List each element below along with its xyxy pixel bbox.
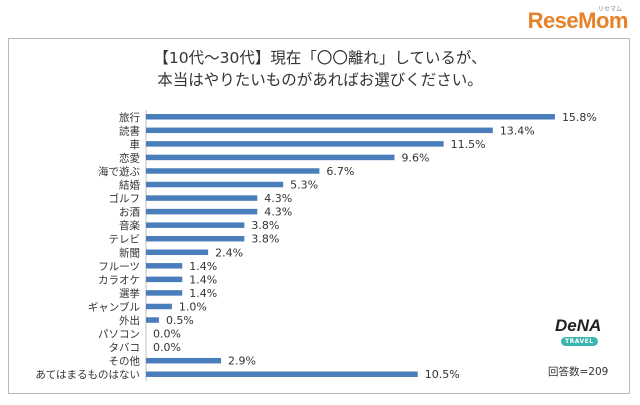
category-label: 選挙 — [119, 287, 140, 300]
bar — [146, 357, 222, 364]
category-label: ギャンブル — [88, 300, 140, 313]
category-label: 旅行 — [119, 111, 140, 124]
value-label: 2.4% — [215, 246, 243, 259]
bar — [146, 263, 183, 269]
category-label: 新聞 — [119, 246, 140, 259]
bar — [146, 141, 444, 147]
category-label: カラオケ — [98, 274, 140, 286]
bar — [146, 290, 183, 296]
category-label: パソコン — [98, 329, 140, 341]
value-label: 1.4% — [189, 273, 217, 286]
bar — [146, 114, 555, 120]
category-label: 音楽 — [119, 219, 140, 232]
value-label: 0.0% — [153, 341, 181, 354]
bar — [146, 127, 493, 134]
value-label: 6.7% — [326, 165, 354, 178]
dena-logo: DeNA — [555, 316, 602, 335]
value-label: 9.6% — [401, 151, 429, 164]
value-label: 3.8% — [251, 219, 279, 232]
category-label: その他 — [109, 355, 141, 368]
bar — [146, 168, 320, 174]
value-label: 13.4% — [500, 124, 535, 137]
site-logo: ReseMom — [527, 8, 629, 33]
chart-title: 【10代～30代】現在「〇〇離れ」しているが、 — [153, 49, 487, 67]
value-label: 1.4% — [189, 260, 217, 273]
value-label: 5.3% — [290, 179, 318, 192]
bar — [146, 235, 245, 242]
value-label: 10.5% — [425, 368, 460, 381]
category-label: お酒 — [119, 206, 140, 219]
dena-travel-badge: TRAVEL — [561, 337, 598, 346]
bar — [146, 276, 183, 283]
category-label: 読書 — [119, 124, 140, 137]
bar — [146, 303, 172, 310]
category-label: 海で遊ぶ — [98, 165, 140, 178]
category-label: ゴルフ — [109, 192, 141, 205]
value-label: 2.9% — [228, 355, 256, 368]
bar — [146, 371, 418, 377]
bar — [146, 249, 209, 256]
value-label: 0.5% — [166, 314, 194, 327]
bar — [146, 195, 258, 201]
value-label: 1.4% — [189, 287, 217, 300]
category-label: 外出 — [119, 314, 140, 327]
chart-subtitle: 本当はやりたいものがあればお選びください。 — [157, 71, 483, 89]
category-label: あてはまるものはない — [35, 369, 140, 381]
bar — [146, 181, 284, 188]
sample-size-note: 回答数=209 — [548, 366, 609, 378]
value-label: 1.0% — [179, 300, 207, 313]
category-label: フルーツ — [98, 261, 140, 273]
category-label: テレビ — [109, 234, 141, 246]
category-label: 恋愛 — [119, 151, 140, 164]
value-label: 0.0% — [153, 328, 181, 341]
value-label: 3.8% — [251, 233, 279, 246]
value-label: 4.3% — [264, 206, 292, 219]
value-label: 15.8% — [562, 111, 597, 124]
bar — [146, 154, 395, 161]
category-label: タバコ — [109, 342, 141, 354]
category-label: 結婚 — [119, 179, 140, 192]
bar — [146, 208, 258, 215]
site-logo-small: リセマム — [597, 6, 622, 13]
bar — [146, 317, 159, 323]
value-label: 4.3% — [264, 192, 292, 205]
category-label: 車 — [130, 138, 141, 151]
chart-frame — [8, 38, 630, 394]
bar — [146, 222, 245, 228]
value-label: 11.5% — [451, 138, 486, 151]
